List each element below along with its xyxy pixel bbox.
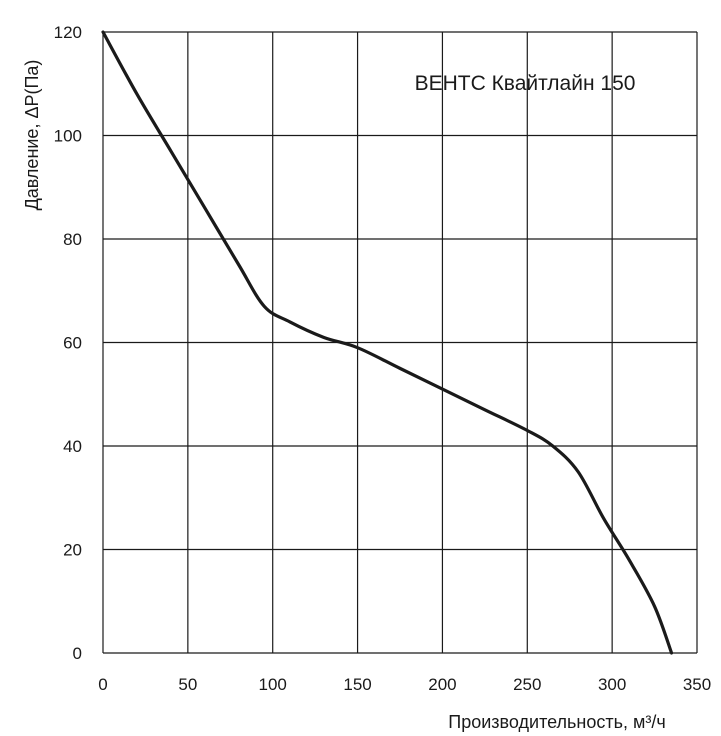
x-tick-label: 0 [98, 675, 107, 694]
y-tick-label: 0 [73, 644, 82, 663]
legend-entry: ВЕНТС Квайтлайн 150 [415, 72, 636, 95]
y-tick-label: 60 [63, 334, 82, 353]
x-tick-label: 300 [598, 675, 626, 694]
x-tick-labels: 0 50 100 150 200 250 300 350 [98, 675, 711, 694]
y-tick-label: 20 [63, 541, 82, 560]
x-tick-label: 50 [178, 675, 197, 694]
y-tick-label: 40 [63, 437, 82, 456]
grid [102, 31, 698, 654]
y-tick-label: 120 [54, 23, 82, 42]
series-group [101, 30, 674, 655]
y-tick-label: 80 [63, 230, 82, 249]
series-line [101, 30, 674, 655]
y-axis-label: Давление, ΔР(Па) [22, 60, 42, 211]
y-tick-label: 100 [54, 127, 82, 146]
x-tick-label: 150 [343, 675, 371, 694]
x-tick-label: 250 [513, 675, 541, 694]
x-tick-label: 350 [683, 675, 711, 694]
y-tick-labels: 0 20 40 60 80 100 120 [54, 23, 82, 663]
x-axis-label: Производительность, м³/ч [448, 712, 665, 732]
x-tick-label: 100 [259, 675, 287, 694]
x-tick-label: 200 [428, 675, 456, 694]
